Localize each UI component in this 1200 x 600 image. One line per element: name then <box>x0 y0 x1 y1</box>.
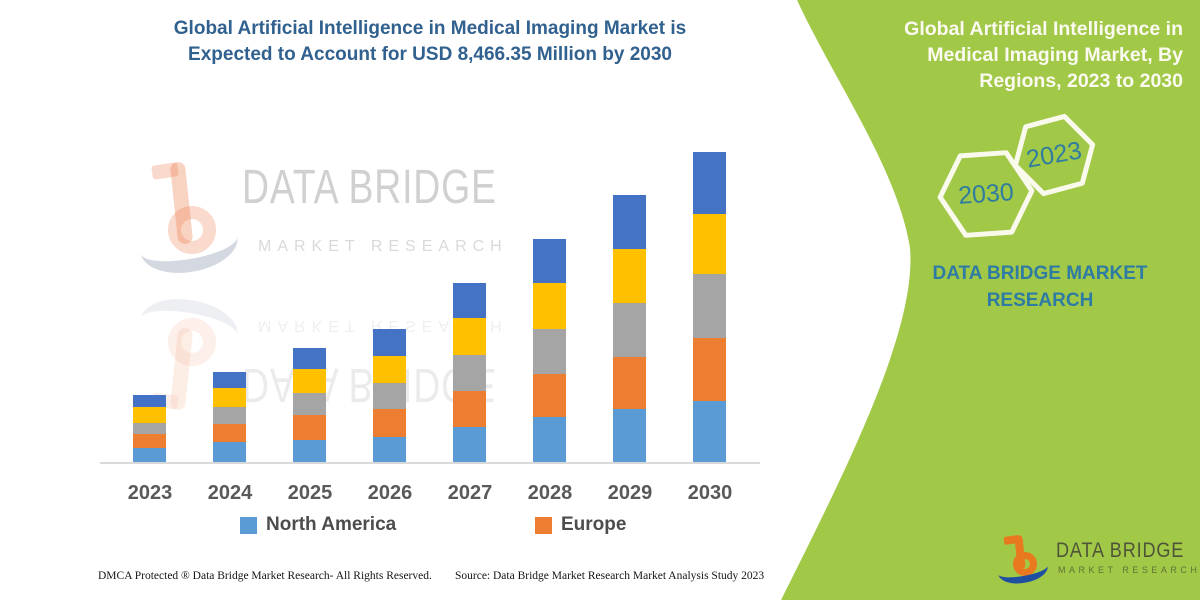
year-hexagons: 2030 2023 <box>937 113 1096 238</box>
bar-segment-north-america <box>693 401 726 462</box>
x-axis-label-2029: 2029 <box>607 482 653 504</box>
logo-bowl-shape <box>168 206 216 254</box>
bar-segment-FFC000 <box>453 318 486 355</box>
x-axis-label-2025: 2025 <box>287 482 333 504</box>
source-note: Source: Data Bridge Market Research Mark… <box>455 570 765 582</box>
bar-segment-europe <box>693 338 726 402</box>
bar-segment-north-america <box>453 426 486 462</box>
legend-label-europe: Europe <box>561 514 627 535</box>
side-heading-line-2: Medical Imaging Market, By <box>927 44 1183 66</box>
legend-item-europe: Europe <box>535 514 626 536</box>
bar-segment-4472C4 <box>533 239 566 283</box>
bar-segment-north-america <box>293 440 326 462</box>
bar-segment-A5A5A5 <box>213 406 246 425</box>
bar-segment-FFC000 <box>533 282 566 329</box>
bar-segment-A5A5A5 <box>613 303 646 358</box>
legend-label-north-america: North America <box>266 514 397 535</box>
bar-segment-4472C4 <box>133 394 166 408</box>
bar-segment-4472C4 <box>693 152 726 215</box>
bar-2026 <box>373 328 406 462</box>
logo-swoosh-shape <box>996 552 1050 588</box>
data-bridge-logo-icon <box>996 534 1052 588</box>
side-heading-line-3: Regions, 2023 to 2030 <box>979 70 1183 92</box>
hexagon-2030-icon <box>937 150 1035 238</box>
footer-logo-sub-text: MARKET RESEARCH <box>1058 565 1200 575</box>
bar-segment-europe <box>533 373 566 417</box>
bar-segment-north-america <box>613 409 646 462</box>
bar-segment-north-america <box>373 436 406 462</box>
data-bridge-footer-logo: DATA BRIDGE MARKET RESEARCH <box>996 533 1197 589</box>
watermark: DATA BRIDGE MARKET RESEARCH DATA BRIDGE … <box>136 158 508 448</box>
x-axis-label-2023: 2023 <box>127 482 173 504</box>
bar-segment-FFC000 <box>693 214 726 275</box>
bar-segment-FFC000 <box>613 249 646 304</box>
bar-2027 <box>453 283 486 462</box>
green-panel-shape <box>781 0 1200 600</box>
bar-segment-4472C4 <box>453 283 486 319</box>
side-panel-brand: DATA BRIDGE MARKET RESEARCH <box>900 260 1180 314</box>
bar-segment-4472C4 <box>293 348 326 370</box>
bar-segment-europe <box>453 390 486 427</box>
hexagon-2030-label: 2030 <box>957 178 1014 210</box>
legend-swatch-north-america <box>240 516 257 534</box>
bar-segment-FFC000 <box>373 355 406 383</box>
bar-segment-A5A5A5 <box>693 274 726 339</box>
side-brand-line-2: RESEARCH <box>986 290 1094 311</box>
bar-segment-FFC000 <box>293 369 326 393</box>
chart-plot <box>100 140 760 464</box>
bar-segment-A5A5A5 <box>133 422 166 434</box>
watermark-sub-text: MARKET RESEARCH <box>258 238 508 255</box>
side-brand-line-1: DATA BRIDGE MARKET <box>932 263 1148 284</box>
copyright-note: DMCA Protected ® Data Bridge Market Rese… <box>98 570 432 582</box>
bar-segment-FFC000 <box>213 388 246 407</box>
bar-segment-europe <box>133 433 166 448</box>
bar-2029 <box>613 195 646 462</box>
x-axis-labels: 2023 2024 2025 2026 2027 2028 2029 2030 <box>100 482 760 505</box>
bar-2025 <box>293 348 326 462</box>
legend-swatch-europe <box>535 516 552 534</box>
chart-title: Global Artificial Intelligence in Medica… <box>95 16 765 68</box>
data-bridge-logo-icon <box>136 161 242 286</box>
legend-item-north-america: North America <box>240 514 396 536</box>
bar-segment-europe <box>613 357 646 410</box>
logo-bowl-shape <box>1013 552 1037 576</box>
watermark-brand-text: DATA BRIDGE <box>242 161 497 214</box>
chart-title-line-1: Global Artificial Intelligence in Medica… <box>173 18 687 39</box>
bar-2023 <box>133 394 166 462</box>
bar-segment-A5A5A5 <box>533 328 566 374</box>
bar-segment-FFC000 <box>133 407 166 423</box>
bar-2024 <box>213 372 246 462</box>
bar-segment-europe <box>293 415 326 441</box>
side-panel-heading: Global Artificial Intelligence in Medica… <box>853 16 1183 94</box>
bar-2030 <box>693 152 726 462</box>
x-axis-label-2026: 2026 <box>367 482 413 504</box>
bar-2028 <box>533 239 566 462</box>
bar-segment-A5A5A5 <box>453 354 486 391</box>
side-heading-line-1: Global Artificial Intelligence in <box>904 18 1183 40</box>
footer-logo-brand-text: DATA BRIDGE <box>1056 539 1185 562</box>
bar-segment-4472C4 <box>613 195 646 250</box>
bar-segment-north-america <box>213 442 246 462</box>
watermark-main: DATA BRIDGE MARKET RESEARCH <box>136 158 502 286</box>
bar-segment-europe <box>213 424 246 443</box>
bar-segment-europe <box>373 408 406 437</box>
bar-segment-north-america <box>533 417 566 462</box>
bar-segment-4472C4 <box>213 372 246 389</box>
bar-segment-A5A5A5 <box>373 382 406 409</box>
bar-segment-north-america <box>133 447 166 462</box>
x-axis-label-2028: 2028 <box>527 482 573 504</box>
bar-segment-4472C4 <box>373 328 406 356</box>
hexagon-2023-icon <box>1012 113 1096 197</box>
x-axis-label-2024: 2024 <box>207 482 253 504</box>
bar-segment-A5A5A5 <box>293 392 326 416</box>
x-axis-label-2030: 2030 <box>687 482 733 504</box>
chart-title-line-2: Expected to Account for USD 8,466.35 Mil… <box>188 44 672 65</box>
x-axis-label-2027: 2027 <box>447 482 493 504</box>
